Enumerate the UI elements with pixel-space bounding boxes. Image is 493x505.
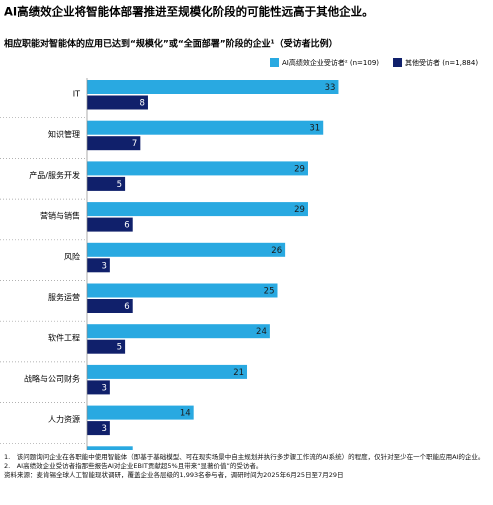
source-note: 资料来源：麦肯锡全球人工智能现状调研，覆盖企业各层级的1,993名参与者，调研时…	[4, 471, 344, 479]
bar	[87, 380, 110, 395]
category-label: IT	[73, 90, 80, 99]
value-label: 5	[117, 180, 122, 190]
bar	[87, 299, 133, 313]
bar	[87, 446, 133, 450]
category-label: 知识管理	[48, 129, 80, 139]
value-label: 24	[256, 327, 267, 337]
value-label: 5	[117, 343, 122, 353]
value-label: 3	[101, 261, 106, 271]
value-label: 6	[124, 449, 129, 450]
legend-label: 其他受访者 (n=1,884)	[405, 58, 478, 67]
bar	[87, 161, 308, 176]
value-label: 26	[271, 246, 282, 256]
bar	[87, 217, 133, 232]
value-label: 7	[132, 139, 137, 149]
category-label: 营销与销售	[40, 211, 80, 221]
bar	[87, 136, 141, 151]
bar	[87, 283, 278, 298]
footnote: 2. AI高绩效企业受访者指那些报告AI对企业EBIT贡献超5%且带来“显著价值…	[4, 462, 263, 470]
value-label: 3	[101, 383, 106, 393]
category-label: 风险	[64, 251, 80, 261]
chart-subtitle: 相应职能对智能体的应用已达到“规模化”或“全面部署”阶段的企业¹（受访者比例）	[4, 38, 338, 50]
value-label: 29	[294, 164, 305, 174]
footnote: 1. 该问题询问企业在各职能中使用智能体（即基于基础模型、可在现实场景中自主规划…	[4, 453, 485, 461]
category-label: 产品/服务开发	[29, 170, 80, 180]
value-label: 33	[325, 83, 336, 93]
category-label: 战略与公司财务	[24, 373, 80, 383]
bar	[87, 339, 126, 354]
bar	[87, 80, 339, 94]
legend-label: AI高绩效企业受访者² (n=109)	[282, 58, 379, 67]
value-label: 25	[264, 287, 275, 297]
bar	[87, 324, 270, 339]
value-label: 6	[124, 302, 129, 312]
bar	[87, 95, 148, 110]
category-label: 软件工程	[48, 333, 80, 343]
bar	[87, 258, 110, 273]
value-label: 29	[294, 205, 305, 215]
footnotes: 1. 该问题询问企业在各职能中使用智能体（即基于基础模型、可在现实场景中自主规划…	[4, 453, 489, 480]
chart: AI高绩效企业将智能体部署推进至规模化阶段的可能性远高于其他企业。 相应职能对智…	[0, 5, 478, 450]
category-label: 人力资源	[48, 414, 80, 424]
bar	[87, 202, 308, 217]
value-label: 31	[309, 124, 320, 134]
legend-swatch	[270, 58, 279, 67]
bar	[87, 120, 324, 135]
bar	[87, 405, 194, 420]
value-label: 8	[140, 99, 145, 109]
bar	[87, 242, 286, 257]
value-label: 3	[101, 424, 106, 434]
value-label: 6	[124, 221, 129, 231]
bar	[87, 421, 110, 436]
bar	[87, 364, 248, 379]
legend-swatch	[393, 58, 403, 67]
chart-title: AI高绩效企业将智能体部署推进至规模化阶段的可能性远高于其他企业。	[4, 5, 374, 19]
category-label: 服务运营	[48, 292, 80, 302]
value-label: 14	[180, 409, 191, 419]
value-label: 21	[233, 368, 244, 378]
bar	[87, 176, 126, 191]
